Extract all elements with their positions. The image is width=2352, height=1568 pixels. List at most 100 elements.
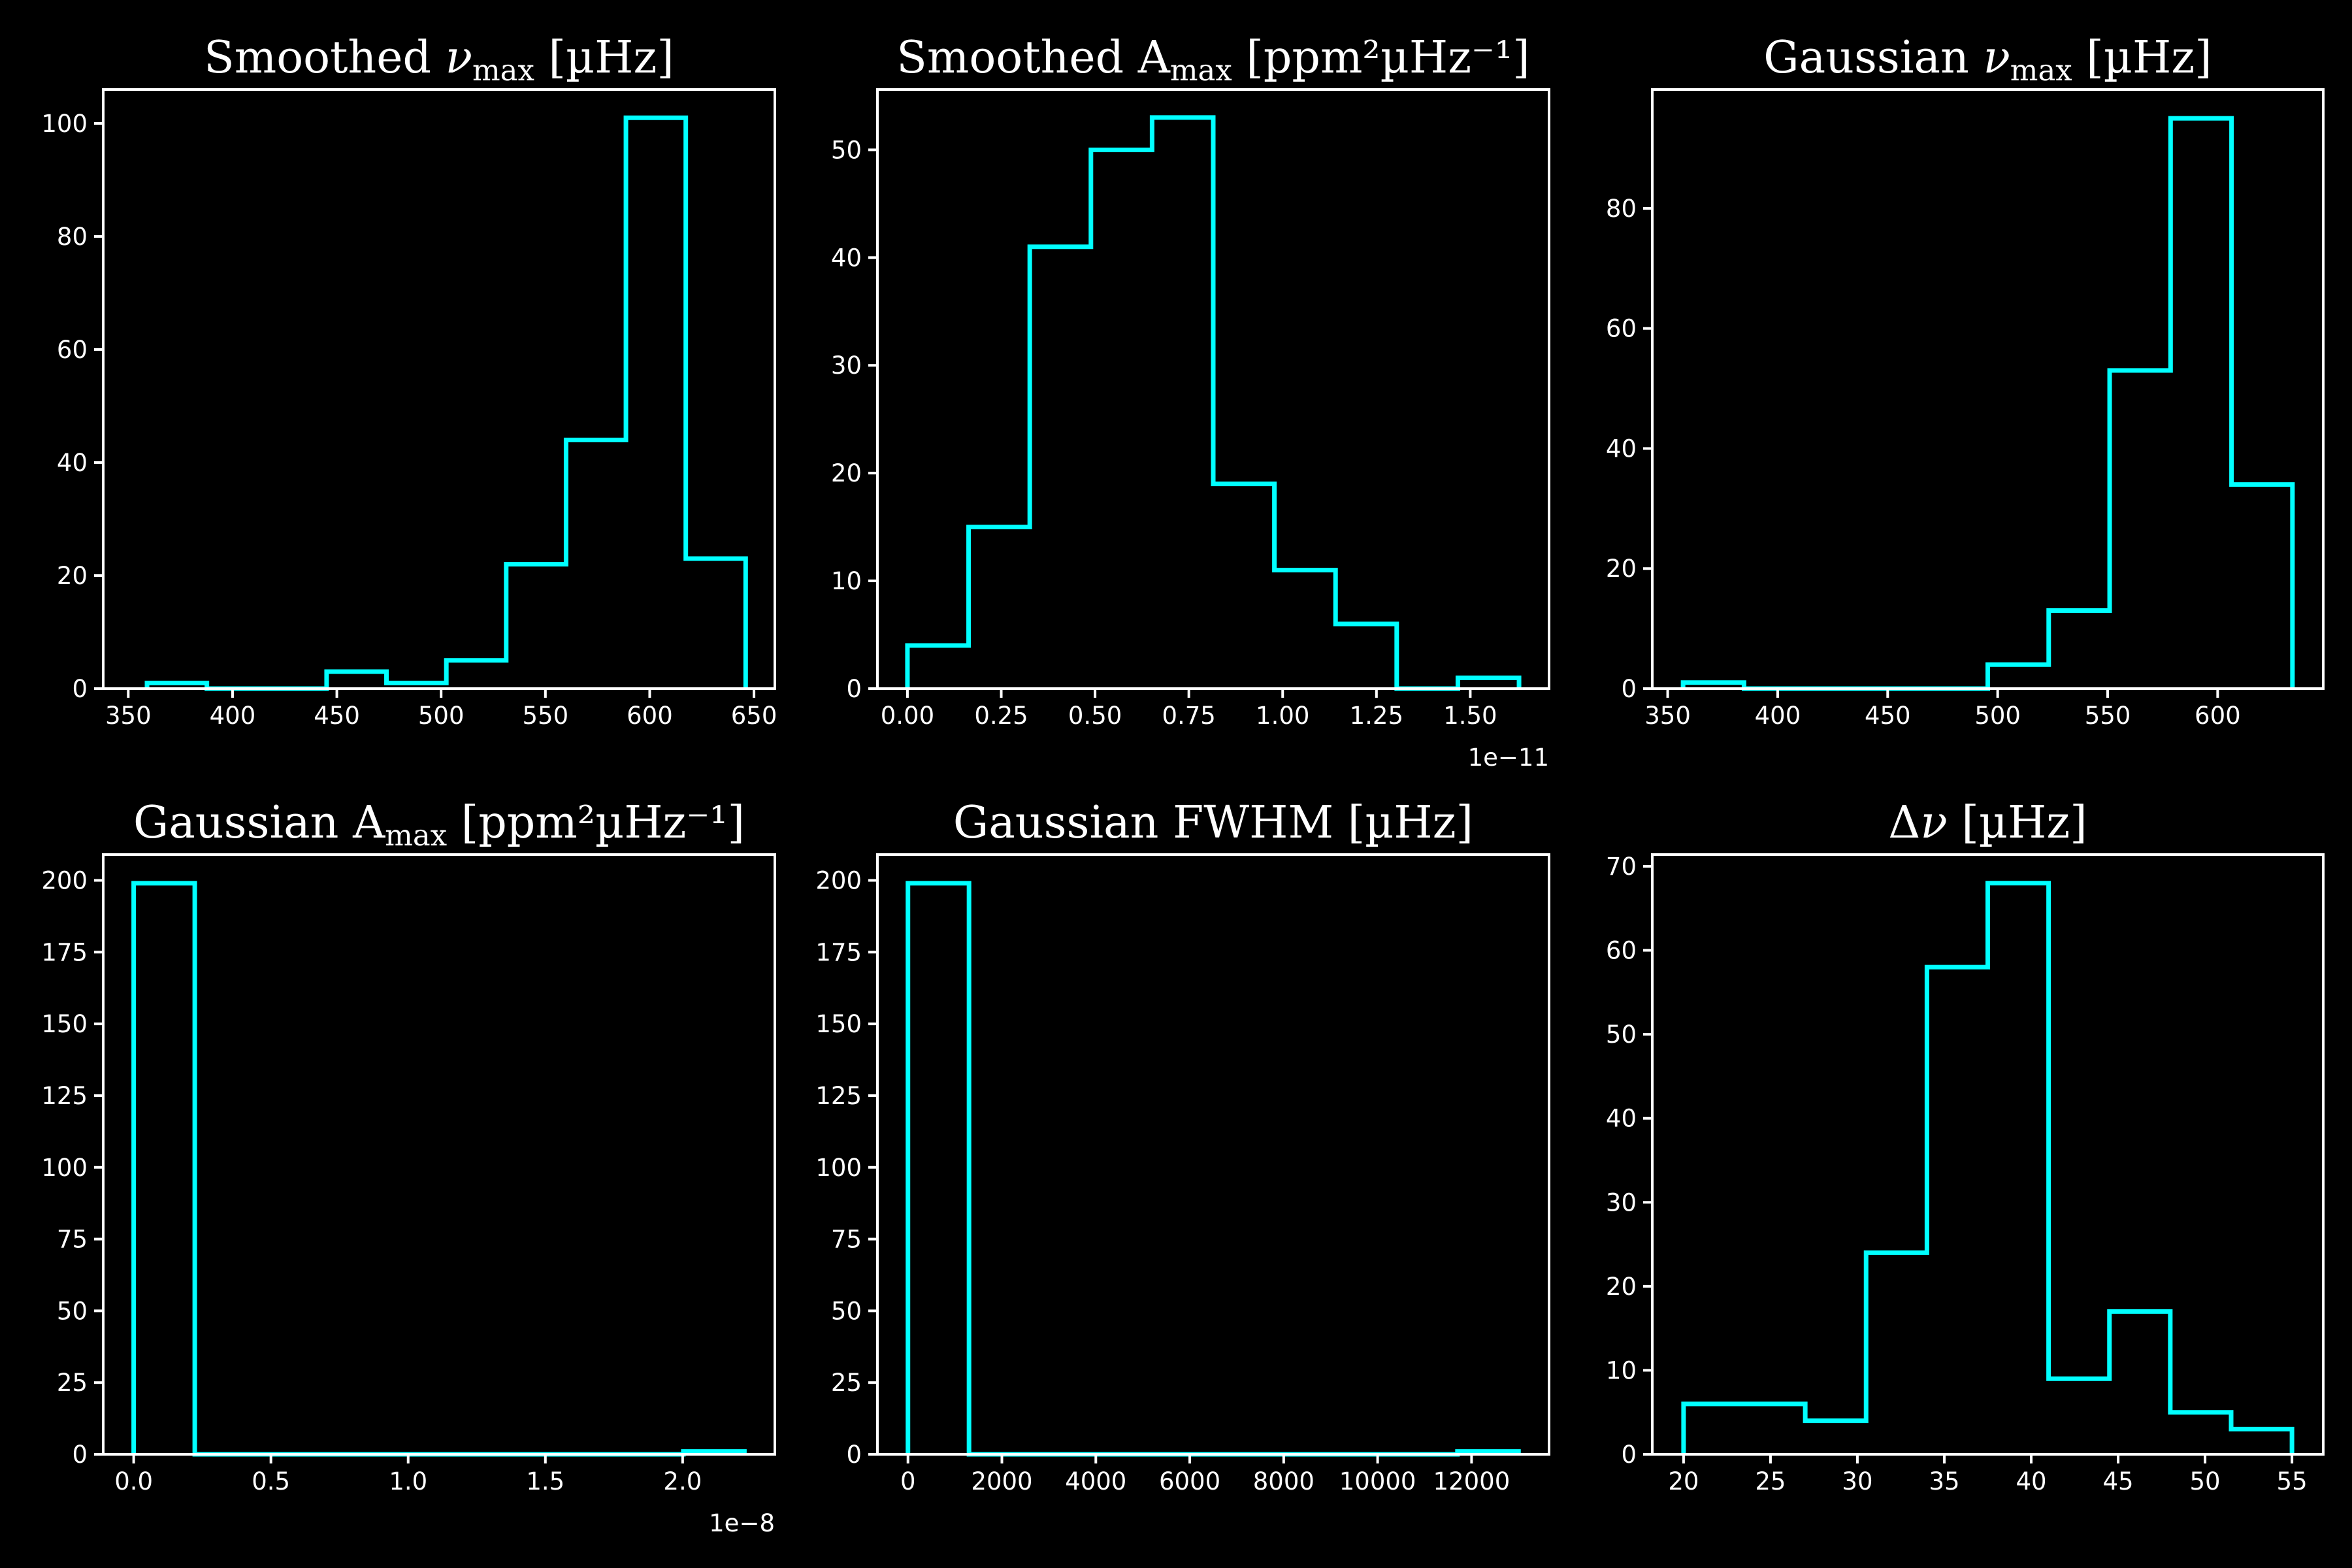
x-tick-label: 35 [1929, 1467, 1959, 1495]
x-tick-label: 0 [900, 1467, 916, 1495]
subplot-4: 0.0 0.5 1.0 1.5 2.0 0 25 50 75 100 125 150 175 200 1e−… [41, 797, 776, 1537]
x-tick-label: 400 [210, 702, 256, 730]
x-offset-label: 1e−11 [1468, 743, 1549, 772]
y-tick-label: 0 [1621, 675, 1637, 703]
x-tick-label: 400 [1755, 702, 1801, 730]
x-tick-label: 20 [1668, 1467, 1699, 1495]
x-tick-label: 450 [314, 702, 360, 730]
y-tick-label: 25 [57, 1369, 88, 1397]
x-tick-label: 50 [2190, 1467, 2221, 1495]
x-tick-label: 450 [1865, 702, 1911, 730]
y-tick-label: 60 [1606, 937, 1637, 965]
y-tick-label: 10 [831, 567, 862, 595]
title-symbol: ν [1983, 32, 2010, 84]
y-tick-label: 40 [1606, 434, 1637, 463]
title-symbol: ν [446, 32, 472, 84]
axes-frame [876, 853, 1550, 1456]
y-tick-label: 50 [57, 1297, 88, 1325]
y-tick-label: 40 [831, 244, 862, 272]
y-tick-label: 10 [1606, 1356, 1637, 1384]
y-tick-label: 0 [1621, 1441, 1637, 1469]
y-tick-label: 200 [41, 867, 88, 895]
y-tick-label: 150 [815, 1010, 862, 1038]
x-tick-label: 12000 [1433, 1467, 1511, 1495]
x-tick-label: 1.50 [1443, 702, 1497, 730]
axes-frame [102, 853, 776, 1456]
y-tick-label: 50 [831, 136, 862, 164]
x-tick-label: 10000 [1339, 1467, 1416, 1495]
y-tick-label: 0 [72, 675, 88, 703]
y-tick-label: 100 [41, 110, 88, 138]
title-symbol: ν [1920, 797, 1947, 849]
y-tick-label: 100 [815, 1154, 862, 1182]
title-main: Gaussian [1763, 32, 1983, 84]
title-unit: [µHz] [2072, 32, 2212, 84]
y-tick-label: 20 [57, 562, 88, 590]
x-tick-label: 500 [1974, 702, 2021, 730]
x-tick-label: 1.00 [1256, 702, 1309, 730]
y-tick-label: 30 [1606, 1188, 1637, 1217]
y-tick-label: 50 [831, 1297, 862, 1325]
subplot-title: Smoothed νmax [µHz] [204, 32, 674, 88]
title-unit: [ppm²µHz⁻¹] [1232, 32, 1530, 84]
subplot-2: 0.00 0.25 0.50 0.75 1.00 1.25 1.50 0 10 20 30 40 50 1… [831, 32, 1550, 772]
title-unit: [µHz] [1333, 797, 1473, 849]
y-tick-label: 80 [1606, 195, 1637, 223]
y-tick-label: 0 [846, 1441, 862, 1469]
y-tick-label: 175 [41, 938, 88, 966]
title-unit: [ppm²µHz⁻¹] [447, 797, 745, 849]
title-subscript: max [472, 53, 534, 88]
title-main: Gaussian A [133, 797, 385, 849]
x-tick-label: 0.75 [1162, 702, 1215, 730]
y-tick-label: 40 [57, 449, 88, 477]
y-tick-label: 0 [846, 675, 862, 703]
subplot-6: 20 25 30 35 40 45 50 55 0 10 20 30 40 50 60 70 Δν [µHz] [1606, 797, 2325, 1495]
x-tick-label: 6000 [1159, 1467, 1220, 1495]
subplot-3: 350 400 450 500 550 600 0 20 40 60 80 Gaussian νmax… [1606, 32, 2325, 730]
x-tick-label: 4000 [1065, 1467, 1126, 1495]
x-tick-label: 0.25 [974, 702, 1028, 730]
x-tick-label: 550 [523, 702, 569, 730]
y-tick-label: 150 [41, 1010, 88, 1038]
y-tick-label: 100 [41, 1154, 88, 1182]
x-tick-label: 600 [627, 702, 673, 730]
y-tick-label: 125 [41, 1082, 88, 1110]
y-tick-label: 125 [815, 1082, 862, 1110]
subplot-title: Δν [µHz] [1888, 797, 2087, 849]
y-tick-label: 200 [815, 867, 862, 895]
axes-frame [1651, 853, 2325, 1456]
x-tick-label: 550 [2085, 702, 2131, 730]
title-main: Gaussian FWHM [953, 797, 1333, 849]
x-tick-label: 1.5 [526, 1467, 564, 1495]
x-tick-label: 2.0 [663, 1467, 702, 1495]
y-tick-label: 25 [831, 1369, 862, 1397]
y-tick-label: 75 [831, 1226, 862, 1254]
title-unit: [µHz] [1948, 797, 2087, 849]
y-tick-label: 175 [815, 938, 862, 966]
y-tick-label: 80 [57, 223, 88, 251]
x-tick-label: 40 [2016, 1467, 2046, 1495]
title-subscript: max [1170, 53, 1232, 88]
histogram-step-line [1681, 881, 2295, 1454]
axes-frame [1651, 88, 2325, 690]
x-tick-label: 30 [1842, 1467, 1872, 1495]
axes-frame [876, 88, 1550, 690]
x-offset-label: 1e−8 [709, 1509, 775, 1537]
y-tick-label: 60 [1606, 315, 1637, 343]
x-tick-label: 1.25 [1350, 702, 1403, 730]
x-tick-label: 8000 [1253, 1467, 1315, 1495]
x-tick-label: 1.0 [389, 1467, 427, 1495]
subplot-1: 350 400 450 500 550 600 650 0 20 40 60 80 100 Smoothe… [41, 32, 777, 730]
y-tick-label: 20 [1606, 1273, 1637, 1301]
y-tick-label: 60 [57, 336, 88, 364]
y-tick-label: 50 [1606, 1021, 1637, 1049]
x-tick-label: 650 [731, 702, 777, 730]
x-tick-label: 2000 [971, 1467, 1032, 1495]
subplot-title: Gaussian νmax [µHz] [1763, 32, 2212, 88]
title-subscript: max [2010, 53, 2072, 88]
y-tick-label: 20 [831, 459, 862, 487]
y-tick-label: 20 [1606, 555, 1637, 583]
x-tick-label: 0.5 [252, 1467, 290, 1495]
